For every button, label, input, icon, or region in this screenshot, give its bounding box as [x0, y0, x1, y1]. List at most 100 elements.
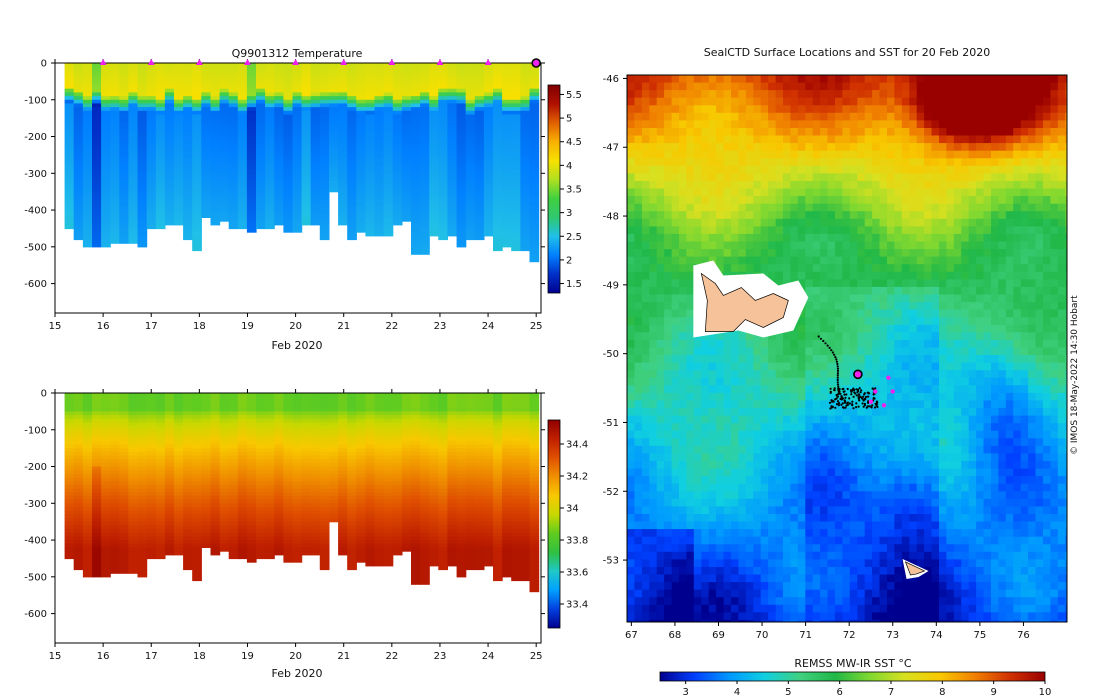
cell: [338, 503, 348, 508]
cell: [520, 470, 531, 475]
cell: [319, 477, 330, 482]
cell: [73, 393, 84, 398]
cell: [164, 74, 175, 79]
cell: [192, 206, 202, 211]
cell: [429, 440, 439, 446]
cell: [292, 173, 303, 178]
cell: [101, 411, 111, 416]
cell: [256, 180, 266, 185]
cell: [465, 199, 476, 204]
cell: [502, 158, 512, 163]
cell: [529, 514, 540, 519]
cell: [319, 455, 330, 460]
cell: [110, 540, 120, 545]
cell: [474, 437, 485, 442]
cell: [155, 525, 166, 530]
cell: [228, 81, 239, 86]
cell: [128, 470, 139, 475]
cell: [456, 63, 467, 68]
cell: [64, 121, 75, 127]
cell: [474, 422, 485, 427]
cell: [219, 154, 230, 160]
cell: [474, 132, 485, 138]
cell: [465, 114, 476, 119]
cell: [164, 195, 175, 200]
cell: [292, 529, 303, 534]
cell: [155, 210, 166, 215]
cell: [210, 177, 221, 182]
cell: [474, 503, 485, 508]
cell: [392, 125, 403, 130]
cell: [146, 162, 157, 167]
cell: [192, 136, 202, 141]
cell: [219, 217, 230, 222]
cell: [210, 180, 221, 185]
cell: [338, 81, 348, 86]
x-tick-label: 15: [49, 321, 62, 332]
cell: [401, 462, 412, 468]
cell: [192, 169, 202, 174]
cell: [319, 411, 330, 416]
cell: [502, 99, 512, 105]
cell: [310, 125, 321, 130]
cell: [137, 521, 148, 526]
cell: [529, 217, 540, 222]
cell: [256, 99, 266, 105]
cell: [155, 532, 166, 537]
cell: [256, 426, 266, 431]
cell: [119, 125, 129, 130]
cell: [101, 103, 111, 108]
cell: [128, 235, 139, 241]
cell: [137, 459, 148, 464]
cell: [210, 162, 221, 167]
cell: [383, 158, 394, 163]
cell: [310, 547, 321, 552]
cell: [392, 121, 403, 127]
cell: [502, 507, 512, 512]
cell: [420, 495, 430, 501]
cell: [356, 484, 366, 490]
cell: [493, 477, 503, 482]
cell: [374, 415, 385, 420]
cell: [256, 554, 266, 560]
cell: [502, 426, 512, 431]
cell: [429, 158, 439, 163]
cell: [438, 448, 448, 453]
cell: [283, 221, 294, 226]
cell: [493, 503, 503, 508]
cell: [401, 393, 412, 398]
cell: [365, 81, 376, 86]
cell: [456, 440, 467, 446]
cell: [265, 99, 275, 105]
cell: [310, 165, 321, 171]
cell: [347, 536, 357, 541]
cell: [192, 547, 202, 552]
cell: [529, 92, 540, 97]
cell: [465, 147, 476, 152]
cell: [73, 162, 84, 167]
cell: [356, 451, 366, 457]
cell: [465, 165, 476, 171]
cell: [119, 151, 129, 156]
cell: [101, 440, 111, 446]
cell: [237, 462, 248, 468]
cell: [73, 151, 84, 156]
cell: [392, 547, 403, 552]
cell: [310, 495, 321, 501]
cell: [119, 77, 129, 82]
cell: [474, 140, 485, 145]
x-tick-label: 24: [482, 321, 495, 332]
cell: [319, 510, 330, 515]
cell: [520, 154, 531, 160]
cell: [283, 444, 294, 449]
cell: [101, 404, 111, 409]
cell: [101, 85, 111, 90]
colorbar-tick-label: 4.5: [566, 137, 582, 148]
cell: [101, 191, 111, 196]
cell: [365, 213, 376, 218]
cell: [146, 173, 157, 178]
cell: [110, 74, 120, 79]
cell: [119, 210, 129, 215]
cell: [265, 411, 275, 416]
cell: [101, 558, 111, 563]
